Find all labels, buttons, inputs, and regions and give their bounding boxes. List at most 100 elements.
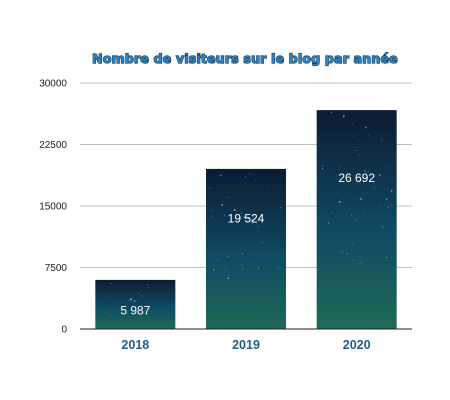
star-decoration bbox=[243, 216, 246, 219]
star-decoration bbox=[262, 242, 263, 243]
x-tick-label: 2018 bbox=[121, 338, 149, 352]
star-decoration bbox=[209, 187, 211, 189]
star-decoration bbox=[251, 219, 254, 222]
y-axis-ticks: 0 7500 15000 22500 30000 bbox=[39, 79, 67, 336]
star-decoration bbox=[385, 256, 387, 258]
star-decoration bbox=[330, 112, 332, 114]
star-decoration bbox=[388, 206, 390, 208]
star-decoration bbox=[353, 259, 354, 261]
star-decoration bbox=[341, 250, 343, 252]
star-decoration bbox=[138, 292, 140, 294]
star-decoration bbox=[346, 253, 348, 254]
data-label: 5 987 bbox=[120, 303, 150, 317]
star-decoration bbox=[241, 253, 243, 255]
star-decoration bbox=[213, 268, 215, 271]
bar bbox=[95, 279, 176, 329]
star-decoration bbox=[342, 115, 345, 118]
star-decoration bbox=[359, 154, 360, 156]
y-tick-label: 0 bbox=[61, 325, 67, 336]
star-decoration bbox=[380, 205, 382, 207]
star-decoration bbox=[364, 170, 366, 172]
star-decoration bbox=[133, 300, 136, 303]
star-decoration bbox=[141, 295, 143, 297]
star-decoration bbox=[249, 173, 251, 175]
x-axis-ticks: 2018 2019 2020 bbox=[121, 338, 370, 352]
y-tick-label: 15000 bbox=[39, 202, 67, 213]
star-decoration bbox=[355, 150, 356, 151]
star-decoration bbox=[280, 206, 282, 208]
star-decoration bbox=[211, 216, 213, 218]
star-decoration bbox=[223, 214, 225, 216]
y-tick-label: 30000 bbox=[39, 79, 67, 90]
star-decoration bbox=[257, 226, 259, 228]
star-decoration bbox=[332, 212, 334, 214]
star-decoration bbox=[351, 123, 353, 125]
star-decoration bbox=[352, 196, 354, 198]
bar-2020 bbox=[316, 110, 397, 329]
x-tick-label: 2019 bbox=[232, 338, 260, 352]
star-decoration bbox=[391, 205, 393, 206]
y-tick-label: 7500 bbox=[45, 263, 68, 274]
star-decoration bbox=[221, 204, 224, 206]
star-decoration bbox=[240, 212, 242, 214]
bar-2018 bbox=[95, 279, 176, 329]
data-labels: 5 987 19 524 26 692 bbox=[120, 171, 375, 317]
star-decoration bbox=[322, 168, 324, 170]
star-decoration bbox=[356, 179, 358, 181]
bar bbox=[206, 168, 286, 329]
star-decoration bbox=[217, 195, 219, 197]
star-decoration bbox=[219, 174, 222, 177]
star-decoration bbox=[240, 264, 242, 266]
bars bbox=[95, 110, 397, 329]
star-decoration bbox=[348, 145, 350, 147]
star-decoration bbox=[352, 244, 354, 245]
star-decoration bbox=[360, 198, 362, 200]
star-decoration bbox=[128, 300, 130, 302]
star-decoration bbox=[362, 212, 364, 214]
star-decoration bbox=[212, 210, 214, 212]
star-decoration bbox=[378, 174, 381, 177]
star-decoration bbox=[368, 135, 370, 137]
star-decoration bbox=[147, 286, 149, 288]
star-decoration bbox=[242, 268, 244, 270]
star-decoration bbox=[339, 165, 341, 167]
chart-title: Nombre de visiteurs sur le blog par anné… bbox=[92, 51, 398, 66]
star-decoration bbox=[225, 269, 227, 271]
star-decoration bbox=[385, 164, 387, 166]
star-decoration bbox=[336, 191, 338, 193]
bar-2019 bbox=[206, 168, 286, 329]
star-decoration bbox=[217, 259, 218, 261]
star-decoration bbox=[227, 196, 229, 198]
star-decoration bbox=[228, 256, 229, 258]
star-decoration bbox=[248, 263, 250, 265]
data-label: 19 524 bbox=[228, 212, 265, 226]
star-decoration bbox=[382, 226, 384, 228]
star-decoration bbox=[381, 225, 382, 227]
data-label: 26 692 bbox=[338, 171, 375, 185]
star-decoration bbox=[247, 217, 250, 220]
star-decoration bbox=[267, 185, 269, 187]
star-decoration bbox=[359, 263, 361, 265]
star-decoration bbox=[328, 222, 330, 224]
star-decoration bbox=[254, 180, 256, 182]
star-decoration bbox=[327, 223, 329, 225]
star-decoration bbox=[318, 186, 320, 188]
star-decoration bbox=[233, 209, 236, 212]
star-decoration bbox=[110, 283, 112, 285]
star-decoration bbox=[390, 190, 393, 192]
y-tick-label: 22500 bbox=[39, 140, 67, 151]
star-decoration bbox=[385, 198, 388, 201]
star-decoration bbox=[333, 192, 335, 194]
star-decoration bbox=[353, 135, 355, 137]
star-decoration bbox=[146, 284, 148, 285]
star-decoration bbox=[381, 139, 383, 140]
star-decoration bbox=[322, 165, 323, 167]
star-decoration bbox=[106, 296, 107, 298]
x-tick-label: 2020 bbox=[343, 338, 371, 352]
star-decoration bbox=[367, 171, 369, 173]
star-decoration bbox=[245, 176, 246, 178]
star-decoration bbox=[227, 277, 230, 279]
star-decoration bbox=[277, 266, 279, 268]
star-decoration bbox=[364, 126, 367, 129]
